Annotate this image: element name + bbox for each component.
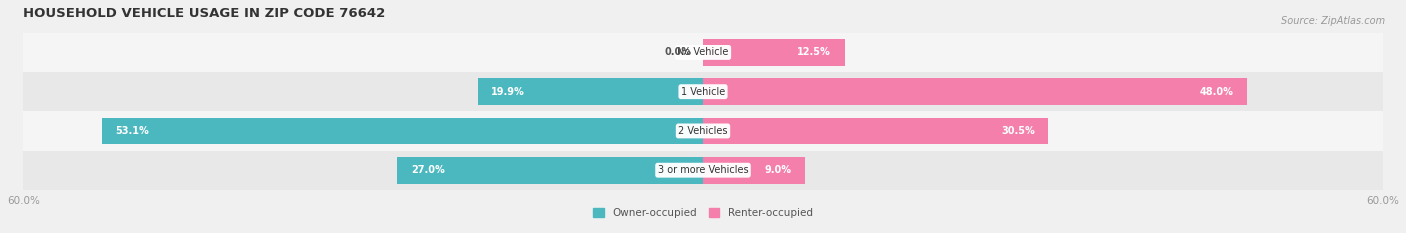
Text: No Vehicle: No Vehicle [678,48,728,57]
Bar [24,111,1382,151]
Text: 9.0%: 9.0% [765,165,792,175]
Bar [24,72,1382,111]
Bar [396,157,703,184]
Text: 19.9%: 19.9% [491,87,524,97]
Bar [703,118,1049,144]
Bar [101,118,703,144]
Bar [24,151,1382,190]
Text: HOUSEHOLD VEHICLE USAGE IN ZIP CODE 76642: HOUSEHOLD VEHICLE USAGE IN ZIP CODE 7664… [24,7,385,20]
Bar [24,33,1382,72]
Text: 30.5%: 30.5% [1001,126,1035,136]
Text: 12.5%: 12.5% [797,48,831,57]
Text: 53.1%: 53.1% [115,126,149,136]
Bar [703,157,806,184]
Bar [478,78,703,105]
Text: 2 Vehicles: 2 Vehicles [678,126,728,136]
Bar [703,78,1247,105]
Text: 1 Vehicle: 1 Vehicle [681,87,725,97]
Text: Source: ZipAtlas.com: Source: ZipAtlas.com [1281,16,1385,26]
Text: 48.0%: 48.0% [1199,87,1233,97]
Text: 3 or more Vehicles: 3 or more Vehicles [658,165,748,175]
Text: 0.0%: 0.0% [665,48,692,57]
Text: 27.0%: 27.0% [411,165,444,175]
Bar [703,39,845,66]
Legend: Owner-occupied, Renter-occupied: Owner-occupied, Renter-occupied [589,204,817,222]
